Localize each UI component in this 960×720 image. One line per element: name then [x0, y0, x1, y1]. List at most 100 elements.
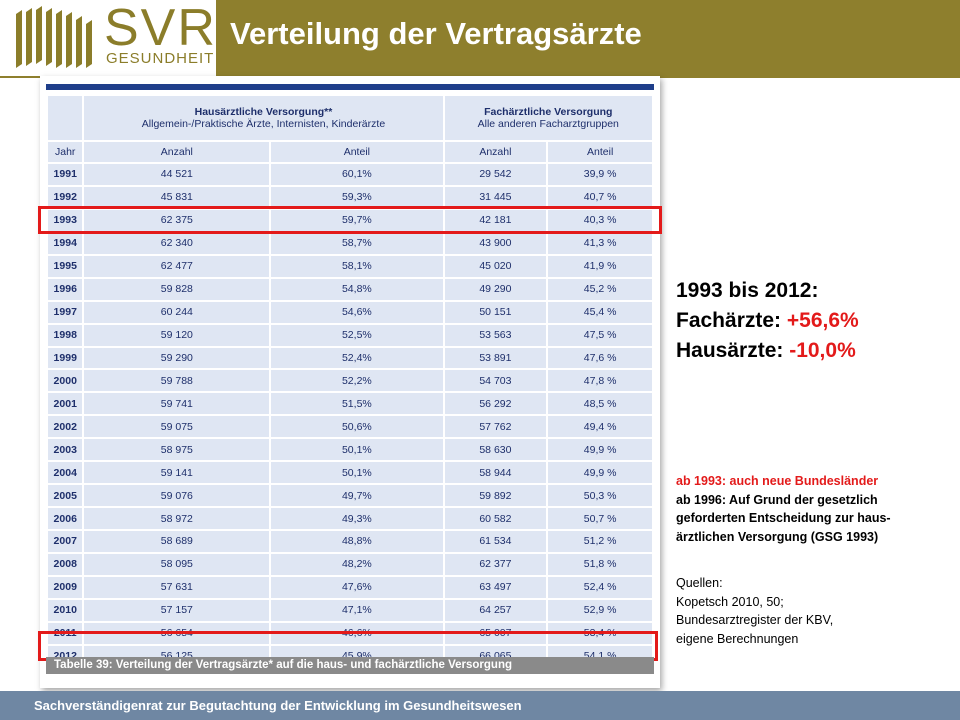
table-cell: 42 181 — [444, 209, 547, 231]
summary-period: 1993 bis 2012: — [676, 279, 819, 302]
source-line: Kopetsch 2010, 50; — [676, 594, 784, 609]
year-cell: 1994 — [48, 232, 83, 254]
table-row: 2004 59 141 50,1% 58 944 49,9 % — [48, 462, 652, 484]
table-cell: 58 975 — [84, 439, 270, 461]
source-line: Bundesarztregister der KBV, — [676, 613, 834, 627]
table-cell: 53 563 — [444, 324, 547, 346]
table-cell: 58 630 — [444, 439, 547, 461]
general-care-subtitle: Allgemein-/Praktische Ärzte, Internisten… — [141, 118, 386, 130]
table-cell: 50,6% — [271, 416, 443, 438]
svr-logo: SVR GESUNDHEIT — [0, 0, 216, 76]
table-row: 2010 57 157 47,1% 64 257 52,9 % — [48, 599, 652, 621]
table-cell: 59 141 — [84, 462, 270, 484]
table-image: Hausärztliche Versorgung** Allgemein-/Pr… — [40, 76, 660, 688]
year-cell: 1993 — [48, 209, 83, 231]
table-cell: 49 290 — [444, 278, 547, 300]
year-cell: 2006 — [48, 508, 83, 529]
table-cell: 59 076 — [84, 485, 270, 507]
table-cell: 59 075 — [84, 416, 270, 438]
table-row: 1998 59 120 52,5% 53 563 47,5 % — [48, 324, 652, 346]
empty-header-cell — [48, 96, 83, 140]
year-cell: 1999 — [48, 347, 83, 369]
table-cell: 52,9 % — [548, 599, 652, 621]
table-cell: 53 891 — [444, 347, 547, 369]
table-row: 2000 59 788 52,2% 54 703 47,8 % — [48, 370, 652, 392]
table-row: 2006 58 972 49,3% 60 582 50,7 % — [48, 508, 652, 529]
table-cell: 57 157 — [84, 599, 270, 621]
summary-specialists-value: +56,6% — [786, 309, 859, 332]
year-cell: 2003 — [48, 439, 83, 461]
summary-general-label: Hausärzte: — [676, 339, 790, 362]
specialist-care-title: Fachärztliche Versorgung — [484, 106, 613, 118]
table-cell: 50,3 % — [548, 485, 652, 507]
table-cell: 59 892 — [444, 485, 547, 507]
table-cell: 49,9 % — [548, 462, 652, 484]
header-bar: Verteilung der Vertragsärzte — [216, 0, 960, 76]
page-title: Verteilung der Vertragsärzte — [230, 16, 642, 51]
table-row: 2002 59 075 50,6% 57 762 49,4 % — [48, 416, 652, 438]
column-header: Jahr — [48, 142, 83, 162]
footer-text: Sachverständigenrat zur Begutachtung der… — [34, 698, 522, 713]
table-cell: 60 582 — [444, 508, 547, 529]
summary-general-value: -10,0% — [789, 339, 856, 362]
table-row: 2001 59 741 51,5% 56 292 48,5 % — [48, 393, 652, 415]
note-line: ärztlichen Versorgung (GSG 1993) — [676, 529, 879, 544]
table-cell: 47,5 % — [548, 324, 652, 346]
table-cell: 52,5% — [271, 324, 443, 346]
table-cell: 57 631 — [84, 576, 270, 598]
year-cell: 1996 — [48, 278, 83, 300]
table-cell: 40,3 % — [548, 209, 652, 231]
column-header: Anzahl — [84, 142, 270, 162]
table-cell: 59,3% — [271, 186, 443, 208]
table-row: 2009 57 631 47,6% 63 497 52,4 % — [48, 576, 652, 598]
table-caption: Tabelle 39: Verteilung der Vertragsärzte… — [46, 657, 654, 674]
year-cell: 1995 — [48, 255, 83, 277]
footer-bar: Sachverständigenrat zur Begutachtung der… — [0, 691, 960, 720]
table-cell: 45 831 — [84, 186, 270, 208]
table-cell: 50,1% — [271, 439, 443, 461]
table-cell: 62 375 — [84, 209, 270, 231]
table-cell: 62 340 — [84, 232, 270, 254]
table-row: 2007 58 689 48,8% 61 534 51,2 % — [48, 531, 652, 552]
year-cell: 1991 — [48, 164, 83, 185]
sources-title: Quellen: — [676, 576, 723, 590]
table-cell: 56 292 — [444, 393, 547, 415]
summary-block: 1993 bis 2012: Fachärzte: +56,6% Hausärz… — [676, 276, 859, 366]
table-cell: 54,6% — [271, 301, 443, 323]
physician-distribution-table: Hausärztliche Versorgung** Allgemein-/Pr… — [46, 94, 654, 669]
year-cell: 2007 — [48, 531, 83, 552]
table-cell: 48,5 % — [548, 393, 652, 415]
table-cell: 50,7 % — [548, 508, 652, 529]
table-cell: 58 972 — [84, 508, 270, 529]
summary-specialists: Fachärzte: +56,6% — [676, 306, 859, 336]
note-line: ab 1996: Auf Grund der gesetzlich — [676, 492, 878, 507]
year-cell: 2010 — [48, 599, 83, 621]
table-cell: 48,2% — [271, 553, 443, 575]
table-cell: 45,4 % — [548, 301, 652, 323]
summary-specialists-label: Fachärzte: — [676, 309, 787, 332]
note-line: ab 1993: auch neue Bundesländer — [676, 474, 879, 488]
table-cell: 62 377 — [444, 553, 547, 575]
table-cell: 59 741 — [84, 393, 270, 415]
year-cell: 2009 — [48, 576, 83, 598]
table-cell: 39,9 % — [548, 164, 652, 185]
year-cell: 2002 — [48, 416, 83, 438]
table-cell: 47,6 % — [548, 347, 652, 369]
table-cell: 52,2% — [271, 370, 443, 392]
table-cell: 48,8% — [271, 531, 443, 552]
table-top-rule — [46, 84, 654, 90]
table-row: 1994 62 340 58,7% 43 900 41,3 % — [48, 232, 652, 254]
table-row: 1991 44 521 60,1% 29 542 39,9 % — [48, 164, 652, 185]
general-care-title: Hausärztliche Versorgung** — [194, 106, 333, 118]
table-cell: 63 497 — [444, 576, 547, 598]
table-cell: 50 151 — [444, 301, 547, 323]
general-care-header: Hausärztliche Versorgung** Allgemein-/Pr… — [84, 96, 443, 140]
table-row: 1996 59 828 54,8% 49 290 45,2 % — [48, 278, 652, 300]
table-cell: 31 445 — [444, 186, 547, 208]
table-cell: 41,9 % — [548, 255, 652, 277]
table-cell: 59,7% — [271, 209, 443, 231]
table-row: 1999 59 290 52,4% 53 891 47,6 % — [48, 347, 652, 369]
year-cell: 2004 — [48, 462, 83, 484]
table-cell: 29 542 — [444, 164, 547, 185]
specialist-care-subtitle: Alle anderen Facharztgruppen — [477, 118, 619, 130]
